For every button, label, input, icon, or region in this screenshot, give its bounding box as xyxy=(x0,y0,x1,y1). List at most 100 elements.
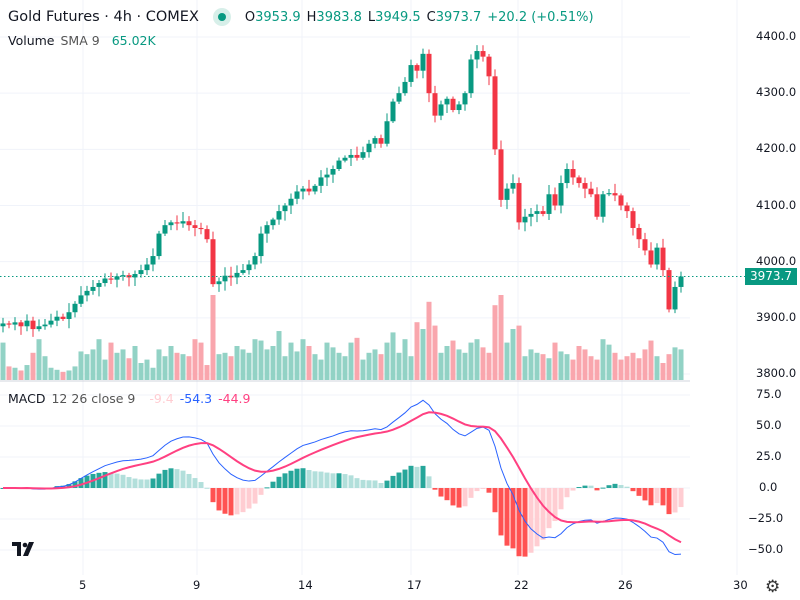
macd-histogram-bar xyxy=(474,488,480,492)
volume-bar xyxy=(372,349,378,380)
volume-bar xyxy=(84,354,90,380)
volume-bar xyxy=(606,344,612,380)
candle-body xyxy=(348,154,354,158)
candle-body xyxy=(660,247,666,271)
volume-bar xyxy=(426,301,432,380)
macd-histogram-bar xyxy=(624,486,630,488)
low-label: L xyxy=(367,9,376,25)
candle-body xyxy=(390,101,396,122)
volume-bar xyxy=(624,356,630,380)
candle-body xyxy=(96,283,102,287)
last-price-label: 3973.7 xyxy=(745,268,797,285)
candle-body xyxy=(228,275,234,278)
macd-histogram-bar xyxy=(132,478,138,488)
volume-bar xyxy=(582,349,588,380)
volume-bar xyxy=(42,356,48,380)
volume-bar xyxy=(600,339,606,380)
volume-bar xyxy=(480,347,486,380)
volume-bar xyxy=(120,349,126,380)
macd-histogram-bar xyxy=(210,488,216,503)
candle-body xyxy=(138,270,144,275)
macd-histogram-bar xyxy=(654,488,660,504)
volume-bar xyxy=(378,354,384,380)
volume-bar xyxy=(330,347,336,380)
macd-histogram-bar xyxy=(450,488,456,506)
volume-bar xyxy=(612,352,618,380)
volume-bar xyxy=(486,352,492,380)
macd-histogram-bar xyxy=(198,482,204,488)
tradingview-logo[interactable] xyxy=(10,539,40,565)
candle-body xyxy=(630,211,636,228)
volume-bar xyxy=(138,363,144,380)
candle-body xyxy=(300,188,306,192)
volume-bar xyxy=(216,354,222,380)
candle-body xyxy=(618,195,624,206)
candle-body xyxy=(366,143,372,153)
candle-body xyxy=(60,316,66,319)
volume-bar xyxy=(642,349,648,380)
volume-bar xyxy=(474,339,480,380)
macd-histogram-bar xyxy=(342,474,348,488)
volume-bar xyxy=(360,359,366,380)
candle-body xyxy=(282,205,288,212)
volume-bar xyxy=(666,354,672,380)
candle-body xyxy=(132,274,138,278)
volume-bar xyxy=(192,339,198,380)
volume-bar xyxy=(456,349,462,380)
volume-bar xyxy=(174,352,180,380)
symbol-title[interactable]: Gold Futures · 4h · COMEX xyxy=(8,9,199,25)
volume-legend[interactable]: Volume SMA 9 65.02K xyxy=(8,33,156,48)
candle-body xyxy=(588,188,594,195)
volume-bar xyxy=(618,359,624,380)
candle-body xyxy=(402,81,408,94)
macd-histogram-bar xyxy=(516,488,522,557)
macd-histogram-bar xyxy=(630,488,636,492)
macd-legend[interactable]: MACD 12 26 close 9 -9.4 -54.3 -44.9 xyxy=(8,391,250,406)
volume-bar xyxy=(468,342,474,380)
macd-histogram-bar xyxy=(666,488,672,515)
volume-bar xyxy=(672,347,678,380)
volume-bar xyxy=(336,352,342,380)
macd-histogram-bar xyxy=(432,488,438,490)
volume-bar xyxy=(78,351,84,380)
volume-bar xyxy=(510,329,516,380)
volume-bar xyxy=(438,352,444,380)
candle-body xyxy=(144,264,150,271)
volume-bar xyxy=(162,356,168,380)
candle-body xyxy=(408,65,414,82)
volume-bar xyxy=(6,366,12,380)
volume-bar xyxy=(72,366,78,380)
candle-body xyxy=(546,194,552,214)
macd-histogram-bar xyxy=(414,466,420,488)
candle-body xyxy=(216,281,222,285)
macd-params: 12 26 close 9 xyxy=(51,391,136,406)
macd-histogram-bar xyxy=(78,478,84,488)
volume-bar xyxy=(558,351,564,380)
volume-bar xyxy=(108,342,114,380)
macd-histogram-bar xyxy=(570,488,576,491)
volume-bar xyxy=(54,369,60,380)
volume-bar xyxy=(276,331,282,380)
macd-histogram-bar xyxy=(150,478,156,488)
candle-body xyxy=(288,198,294,206)
candle-body xyxy=(72,303,78,313)
candle-body xyxy=(600,194,606,217)
high-label: H xyxy=(306,9,317,25)
volume-bar xyxy=(588,356,594,380)
candle-body xyxy=(240,270,246,273)
market-status-icon[interactable] xyxy=(212,8,231,26)
gear-icon[interactable]: ⚙ xyxy=(765,577,781,597)
volume-bar xyxy=(240,349,246,380)
macd-histogram-bar xyxy=(600,487,606,489)
price-axis-label: 4000.0 xyxy=(756,253,797,268)
candle-body xyxy=(6,323,12,325)
volume-bar xyxy=(678,349,684,380)
macd-histogram-bar xyxy=(420,465,426,488)
candle-body xyxy=(204,229,210,240)
volume-bar xyxy=(534,352,540,380)
candle-body xyxy=(114,276,120,280)
macd-histogram-bar xyxy=(498,488,504,536)
volume-bar xyxy=(126,358,132,380)
macd-histogram-bar xyxy=(660,488,666,506)
